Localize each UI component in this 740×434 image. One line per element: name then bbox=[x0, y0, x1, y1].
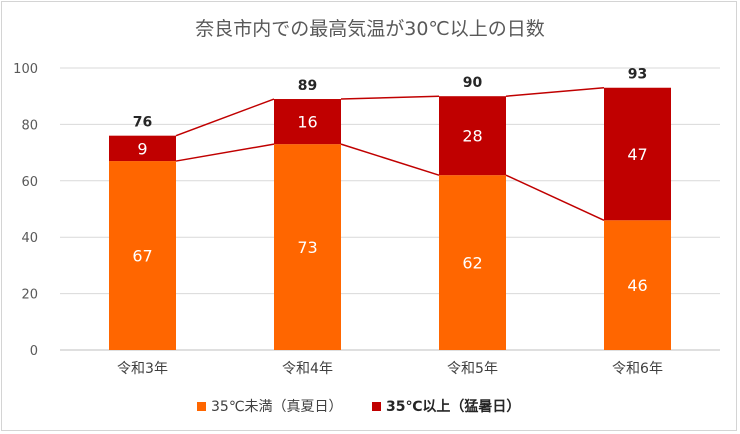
y-tick-label: 40 bbox=[21, 231, 38, 246]
y-tick-label: 60 bbox=[21, 175, 38, 190]
x-category-label: 令和3年 bbox=[117, 361, 168, 377]
connector-total bbox=[175, 98, 275, 137]
x-axis-categories: 令和3年 令和4年 令和5年 令和6年 bbox=[117, 361, 663, 377]
bar-above35-2 bbox=[439, 96, 506, 176]
bar-above35-1 bbox=[274, 99, 341, 145]
bar-value-label: 62 bbox=[462, 254, 482, 273]
y-tick-label: 20 bbox=[21, 288, 38, 303]
bars bbox=[109, 87, 671, 350]
x-category-label: 令和6年 bbox=[612, 361, 663, 377]
legend: 35℃未満（真夏日） 35℃以上（猛暑日） bbox=[197, 398, 520, 415]
connector-below35 bbox=[340, 143, 440, 176]
bar-value-label: 28 bbox=[462, 127, 482, 146]
chart-title: 奈良市内での最高気温が30℃以上の日数 bbox=[195, 18, 545, 40]
y-tick-label: 100 bbox=[13, 62, 38, 77]
x-category-label: 令和5年 bbox=[447, 361, 498, 377]
bar-below35-0 bbox=[109, 161, 176, 350]
bar-value-label: 67 bbox=[132, 247, 152, 266]
connector-below35 bbox=[505, 174, 605, 221]
bar-total-label: 89 bbox=[298, 78, 317, 94]
bar-value-label: 46 bbox=[627, 276, 647, 295]
connector-below35 bbox=[175, 143, 275, 162]
legend-label-below-35: 35℃未満（真夏日） bbox=[211, 399, 343, 415]
y-tick-label: 0 bbox=[30, 344, 38, 359]
bar-below35-2 bbox=[439, 175, 506, 350]
bar-total-label: 76 bbox=[133, 115, 152, 131]
bar-value-label: 47 bbox=[627, 145, 647, 164]
bar-below35-1 bbox=[274, 144, 341, 350]
legend-swatch-above-35 bbox=[372, 402, 381, 411]
bar-below35-3 bbox=[604, 220, 671, 350]
bar-total-label: 93 bbox=[628, 67, 647, 83]
bar-value-label: 73 bbox=[297, 238, 317, 257]
legend-swatch-below-35 bbox=[197, 402, 206, 411]
bar-above35-3 bbox=[604, 87, 671, 221]
y-tick-label: 80 bbox=[21, 118, 38, 133]
y-axis-ticks: 0 20 40 60 80 100 bbox=[13, 62, 38, 359]
connector-total bbox=[340, 95, 440, 100]
legend-label-above-35: 35℃以上（猛暑日） bbox=[386, 398, 520, 415]
x-category-label: 令和4年 bbox=[282, 361, 333, 377]
series-connector-lines bbox=[175, 86, 605, 221]
bar-above35-0 bbox=[109, 135, 176, 162]
data-labels: 67 9 76 73 16 89 62 28 90 46 47 93 bbox=[132, 67, 647, 295]
bar-value-label: 16 bbox=[297, 113, 317, 132]
connector-total bbox=[505, 86, 605, 97]
bar-total-label: 90 bbox=[463, 75, 483, 91]
bar-value-label: 9 bbox=[137, 139, 147, 158]
